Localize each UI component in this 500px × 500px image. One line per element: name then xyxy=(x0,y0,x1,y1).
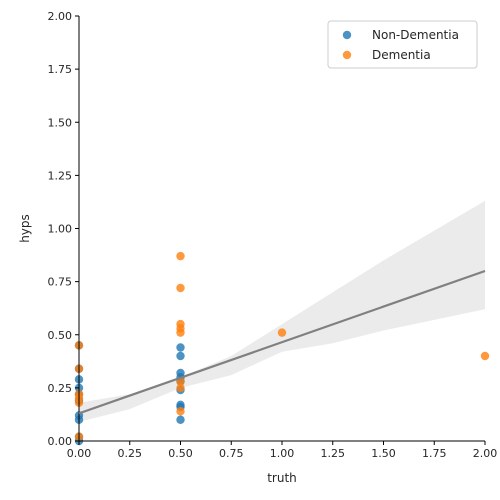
data-point xyxy=(176,407,185,416)
data-point xyxy=(176,283,185,293)
legend-label: Non-Dementia xyxy=(372,28,459,42)
data-point xyxy=(176,251,185,261)
x-tick-label: 0.00 xyxy=(67,447,92,460)
data-point xyxy=(176,415,185,424)
axes-layer: 0.00 0.25 0.50 0.75 1.00 1.25 1.50 1.75 2.00 0.00… xyxy=(48,10,498,460)
y-tick-label: 1.00 xyxy=(48,223,73,236)
x-tick-label: 0.25 xyxy=(118,447,143,460)
data-point xyxy=(176,328,185,337)
legend: Non-Dementia Dementia xyxy=(327,20,478,69)
x-tick-label: 2.00 xyxy=(473,447,498,460)
regression-line-layer xyxy=(78,269,486,415)
y-tick-label: 1.25 xyxy=(48,169,73,182)
x-tick-label: 1.50 xyxy=(371,447,396,460)
y-tick-label: 1.75 xyxy=(48,63,73,76)
y-tick-label: 0.50 xyxy=(48,329,73,342)
y-axis-label: hyps xyxy=(18,214,32,243)
y-tick-label: 1.50 xyxy=(48,116,73,129)
legend-marker xyxy=(342,30,352,40)
y-tick-label: 0.00 xyxy=(48,435,73,448)
legend-marker xyxy=(342,50,352,60)
x-tick-label: 1.25 xyxy=(321,447,346,460)
x-axis-label: truth xyxy=(267,471,297,485)
data-point xyxy=(277,328,287,337)
regression-line xyxy=(78,269,486,415)
x-tick-label: 0.75 xyxy=(219,447,244,460)
legend-label: Dementia xyxy=(372,48,431,62)
data-point xyxy=(480,351,490,361)
confidence-band xyxy=(79,200,485,422)
x-tick-label: 1.75 xyxy=(422,447,447,460)
x-tick-label: 1.00 xyxy=(270,447,295,460)
data-point xyxy=(176,351,185,361)
y-tick-label: 2.00 xyxy=(48,10,73,23)
y-tick-label: 0.25 xyxy=(48,382,73,395)
data-point xyxy=(176,383,185,393)
x-tick-label: 0.50 xyxy=(168,447,193,460)
data-point xyxy=(176,343,185,352)
confidence-band-layer xyxy=(79,200,485,422)
y-tick-label: 0.75 xyxy=(48,276,73,289)
legend-box xyxy=(327,20,478,69)
